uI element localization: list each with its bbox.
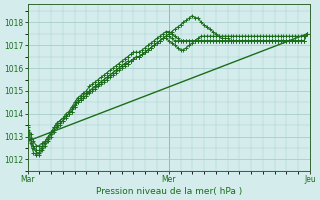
X-axis label: Pression niveau de la mer( hPa ): Pression niveau de la mer( hPa ): [96, 187, 242, 196]
